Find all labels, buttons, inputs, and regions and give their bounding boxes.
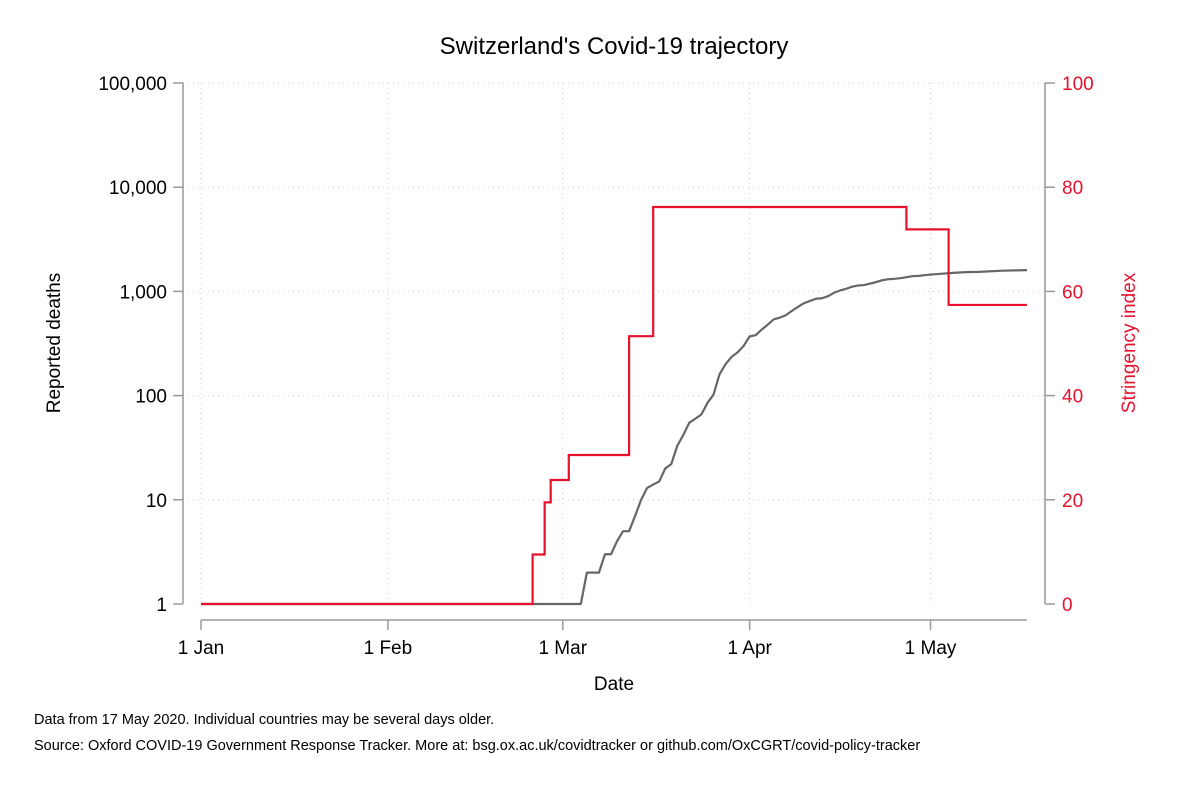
y2-axis-title: Stringency index: [1119, 272, 1140, 413]
x-tick-label: 1 Feb: [364, 638, 413, 659]
y2-tick-label: 60: [1062, 282, 1083, 303]
data-date-note: Data from 17 May 2020. Individual countr…: [34, 712, 495, 728]
y-tick-label: 10,000: [109, 178, 167, 199]
y-tick-label: 10: [146, 491, 167, 512]
stringency-series-line: [201, 205, 1027, 606]
y-tick-label: 100: [135, 387, 167, 408]
x-tick-label: 1 Jan: [178, 638, 224, 659]
y-axis-title: Reported deaths: [44, 273, 65, 414]
y2-tick-label: 40: [1062, 387, 1083, 408]
series: [201, 205, 1028, 606]
y-tick-label: 1: [156, 595, 167, 616]
tick-labels: 1 10 100 1,000 10,000 100,000 0 20 40 60 80 100 1 Ja…: [98, 74, 1093, 659]
axes: [173, 82, 1055, 630]
y2-tick-label: 80: [1062, 178, 1083, 199]
x-tick-label: 1 Mar: [538, 638, 587, 659]
x-tick-label: 1 Apr: [727, 638, 772, 659]
y2-tick-label: 20: [1062, 491, 1083, 512]
y2-tick-label: 0: [1062, 595, 1073, 616]
source-note: Source: Oxford COVID-19 Government Respo…: [34, 738, 921, 754]
deaths-series-line: [201, 269, 1028, 606]
y-tick-label: 1,000: [119, 282, 167, 303]
y2-tick-label: 100: [1062, 74, 1094, 95]
x-axis-title: Date: [594, 674, 634, 695]
chart-title: Switzerland's Covid-19 trajectory: [440, 33, 789, 60]
grid-lines: [183, 82, 1045, 604]
x-tick-label: 1 May: [905, 638, 957, 659]
y-tick-label: 100,000: [98, 74, 167, 95]
